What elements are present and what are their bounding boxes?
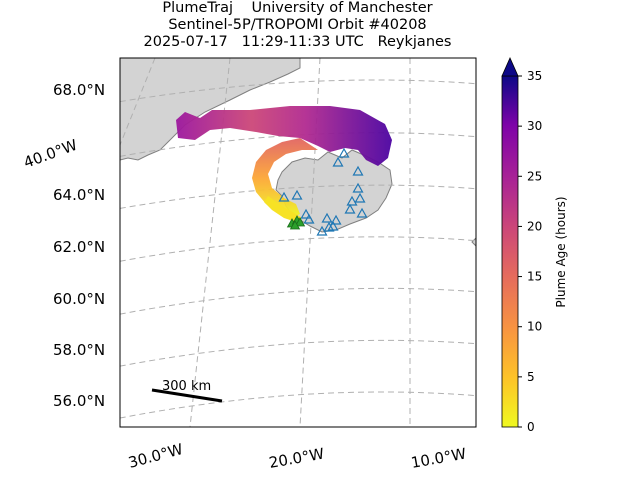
map-frame bbox=[119, 57, 477, 428]
plume-north-band bbox=[176, 106, 392, 166]
station-markers bbox=[278, 147, 368, 236]
station-triangle bbox=[354, 192, 366, 203]
scale-bar bbox=[151, 388, 223, 403]
volcano-marker bbox=[289, 220, 301, 230]
station-triangle bbox=[330, 214, 342, 225]
lat-label-68: 68.0°N bbox=[53, 81, 105, 99]
station-triangle bbox=[352, 182, 364, 193]
colorbar-tick-label: 5 bbox=[527, 370, 535, 384]
title-line-3: 2025-07-17 11:29-11:33 UTC Reykjanes bbox=[143, 34, 452, 50]
title-line-2: Sentinel-5P/TROPOMI Orbit #40208 bbox=[168, 17, 427, 33]
graticule bbox=[120, 58, 476, 427]
lat-label-64: 64.0°N bbox=[53, 186, 105, 204]
plume-young-segment bbox=[264, 196, 302, 222]
colorbar-extend-arrow bbox=[501, 57, 519, 77]
colorbar-tick-label: 10 bbox=[527, 320, 542, 334]
colorbar bbox=[501, 75, 519, 428]
colorbar-tick-label: 0 bbox=[527, 420, 535, 434]
station-triangle bbox=[303, 213, 315, 224]
station-triangle bbox=[278, 191, 290, 202]
lon-label-10w: 10.0°W bbox=[410, 445, 468, 472]
station-triangle bbox=[356, 207, 368, 218]
station-triangle bbox=[338, 147, 350, 158]
colorbar-tick-label: 30 bbox=[527, 119, 542, 133]
colorbar-label: Plume Age (hours) bbox=[554, 196, 568, 307]
station-triangle bbox=[291, 189, 303, 200]
lat-label-56: 56.0°N bbox=[53, 392, 105, 410]
station-triangle bbox=[332, 156, 344, 167]
colorbar-tick-label: 35 bbox=[527, 69, 542, 83]
lat-label-60: 60.0°N bbox=[53, 290, 105, 308]
station-triangle bbox=[344, 203, 356, 214]
lon-label-30w: 30.0°W bbox=[126, 440, 185, 472]
lat-label-62: 62.0°N bbox=[53, 238, 105, 256]
lon-label-20w: 20.0°W bbox=[268, 445, 326, 472]
station-triangle bbox=[321, 212, 333, 223]
faroe-landmass bbox=[471, 237, 476, 247]
colorbar-tick-label: 15 bbox=[527, 270, 542, 284]
title-line-1: PlumeTraj University of Manchester bbox=[162, 0, 433, 16]
colorbar-ticks: 0 5 10 15 20 25 30 35 bbox=[518, 69, 542, 434]
colorbar-tick-label: 25 bbox=[527, 169, 542, 183]
station-triangle bbox=[352, 165, 364, 176]
volcano-marker bbox=[294, 217, 306, 227]
lon-label-40w: 40.0°W bbox=[21, 136, 80, 172]
station-triangle bbox=[323, 221, 335, 232]
lat-label-58: 58.0°N bbox=[53, 341, 105, 359]
colorbar-tick-label: 20 bbox=[527, 219, 542, 233]
station-triangle bbox=[300, 208, 312, 219]
scale-bar-label: 300 km bbox=[162, 379, 211, 394]
station-triangle bbox=[346, 195, 358, 206]
